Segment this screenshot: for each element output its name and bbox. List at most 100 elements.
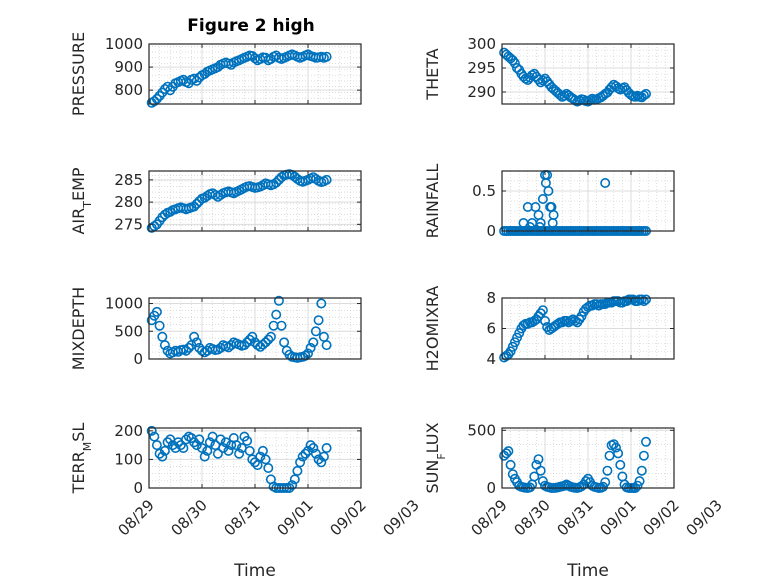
data-point xyxy=(273,295,284,306)
data-point xyxy=(321,340,332,351)
series-markers xyxy=(499,47,651,107)
y-tick-label: 800 xyxy=(114,81,143,99)
data-point xyxy=(271,309,282,320)
y-tick-label: 8 xyxy=(486,289,496,307)
data-point xyxy=(640,88,651,99)
y-tick-label: 295 xyxy=(467,59,496,77)
data-point xyxy=(146,425,157,436)
y-tick-label: 500 xyxy=(114,322,143,340)
data-point xyxy=(570,315,581,326)
y-axis-label: THETA xyxy=(423,48,442,100)
subplot-rainfall: 0 0.5 RAINFALL xyxy=(423,164,675,240)
series-markers xyxy=(146,295,332,363)
data-point xyxy=(191,440,202,451)
data-point xyxy=(151,306,162,317)
y-tick-label: 280 xyxy=(114,193,143,211)
data-point xyxy=(514,328,525,339)
data-point xyxy=(638,296,649,307)
y-axis-label: MIXDEPTH xyxy=(69,287,88,370)
data-point xyxy=(215,190,226,201)
data-point xyxy=(318,451,329,462)
y-axis-label: TERRMSL xyxy=(69,423,94,495)
y-axis-label: PRESSURE xyxy=(69,32,88,116)
data-point xyxy=(316,457,327,468)
data-point xyxy=(509,337,520,348)
data-point xyxy=(615,459,626,470)
data-point xyxy=(321,51,332,62)
data-point xyxy=(632,480,643,491)
data-point xyxy=(300,448,311,459)
data-point xyxy=(151,440,162,451)
data-point xyxy=(507,55,518,66)
data-point xyxy=(505,346,516,357)
data-point xyxy=(305,342,316,353)
data-point xyxy=(640,436,651,447)
data-point xyxy=(600,299,611,310)
data-point xyxy=(636,294,647,305)
data-point xyxy=(640,294,651,305)
data-point xyxy=(189,73,200,84)
data-point xyxy=(159,340,170,351)
data-point xyxy=(600,477,611,488)
data-point xyxy=(149,96,160,107)
data-point xyxy=(265,331,276,342)
data-point xyxy=(183,342,194,353)
data-point xyxy=(223,445,234,456)
data-point xyxy=(507,469,518,480)
data-point xyxy=(239,340,250,351)
data-point xyxy=(181,345,192,356)
subplot-theta: 290 295 300 THETA xyxy=(423,35,675,107)
data-point xyxy=(505,459,516,470)
data-point xyxy=(316,298,327,309)
data-point xyxy=(597,481,608,492)
subplot-air_temp: 275 280 285 AIRTEMP xyxy=(69,167,362,235)
data-point xyxy=(287,480,298,491)
data-point xyxy=(257,339,268,350)
figure-title: Figure 2 high xyxy=(187,16,315,36)
data-point xyxy=(189,437,200,448)
data-point xyxy=(159,445,170,456)
data-point xyxy=(271,177,282,188)
data-point xyxy=(165,206,176,217)
data-point xyxy=(151,93,162,104)
data-point xyxy=(292,465,303,476)
data-point xyxy=(212,448,223,459)
series-markers xyxy=(146,169,332,233)
data-point xyxy=(191,198,202,209)
data-point xyxy=(234,448,245,459)
data-point xyxy=(149,221,160,232)
minor-grid xyxy=(502,170,674,231)
data-point xyxy=(260,454,271,465)
data-point xyxy=(580,476,591,487)
data-point xyxy=(178,442,189,453)
data-point xyxy=(260,337,271,348)
data-point xyxy=(154,320,165,331)
data-point xyxy=(321,174,332,185)
subplot-pressure: 800 900 1000 PRESSURE xyxy=(69,32,362,116)
subplot-h2omixra: 4 6 8 H2OMIXRA xyxy=(423,286,675,371)
y-tick-label: 900 xyxy=(114,58,143,76)
data-point xyxy=(300,350,311,361)
data-point xyxy=(263,334,274,345)
data-point xyxy=(548,210,559,221)
data-point xyxy=(247,331,258,342)
data-point xyxy=(524,482,535,493)
x-axis-label: Time xyxy=(566,561,609,581)
data-point xyxy=(194,434,205,445)
data-point xyxy=(257,445,268,456)
data-point xyxy=(175,440,186,451)
y-axis-label: AIRTEMP xyxy=(69,167,94,234)
series-markers xyxy=(146,49,332,108)
data-point xyxy=(162,437,173,448)
y-tick-label: 0 xyxy=(133,479,143,497)
data-point xyxy=(295,457,306,468)
data-point xyxy=(543,186,554,197)
data-point xyxy=(537,194,548,205)
data-point xyxy=(252,460,263,471)
data-point xyxy=(250,457,261,468)
data-point xyxy=(537,305,548,316)
data-point xyxy=(321,442,332,453)
data-point xyxy=(535,465,546,476)
